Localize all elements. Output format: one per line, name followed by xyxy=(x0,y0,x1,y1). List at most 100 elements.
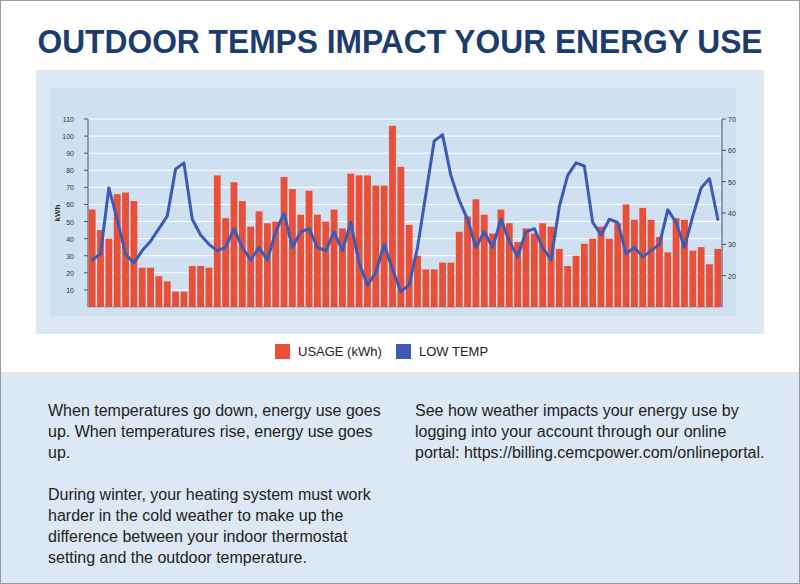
usage-bar xyxy=(239,201,246,307)
usage-bar xyxy=(256,211,263,307)
usage-bar xyxy=(606,239,613,307)
usage-bar xyxy=(206,268,213,307)
usage-bar xyxy=(422,269,429,307)
title: OUTDOOR TEMPS IMPACT YOUR ENERGY USE xyxy=(38,22,763,60)
marks xyxy=(89,126,721,307)
plot-area xyxy=(50,88,736,316)
y-tick xyxy=(84,119,88,120)
y-axis xyxy=(88,119,89,307)
y2-tick xyxy=(722,275,726,276)
usage-bar xyxy=(222,218,229,307)
y-tick xyxy=(84,289,88,290)
usage-bar xyxy=(139,268,146,307)
usage-bar xyxy=(623,204,630,307)
usage-bar xyxy=(130,201,137,307)
y-tick-label: 100 xyxy=(62,133,74,140)
y2-tick xyxy=(722,213,726,214)
y-tick xyxy=(84,170,88,171)
y2-tick-label: 70 xyxy=(728,116,736,123)
paragraph: See how weather impacts your energy use … xyxy=(415,400,765,463)
grid-line xyxy=(88,170,722,171)
usage-bar xyxy=(105,239,112,307)
grid-line xyxy=(88,153,722,154)
usage-bar xyxy=(648,220,655,307)
text-panel xyxy=(1,372,799,583)
y2-tick-label: 50 xyxy=(728,179,736,186)
y-tick xyxy=(84,204,88,205)
y-tick xyxy=(84,255,88,256)
usage-bar xyxy=(631,220,638,307)
usage-bar xyxy=(581,244,588,307)
usage-bar xyxy=(706,264,713,307)
paragraph: When temperatures go down, energy use go… xyxy=(48,400,393,463)
y-tick-label: 10 xyxy=(66,287,74,294)
y-axis-label: kWh xyxy=(53,204,62,221)
y2-tick-label: 40 xyxy=(728,210,736,217)
chart-panel xyxy=(36,70,764,334)
grid-line xyxy=(88,136,722,137)
grid-line xyxy=(88,187,722,188)
usage-bar xyxy=(231,182,238,307)
y-tick-label: 60 xyxy=(66,201,74,208)
legend-label: USAGE (kWh) xyxy=(298,344,382,359)
usage-bar xyxy=(297,215,304,307)
page-frame xyxy=(1,1,800,584)
y-tick-label: 90 xyxy=(66,150,74,157)
usage-bar xyxy=(322,222,329,307)
usage-bar xyxy=(539,223,546,307)
usage-bar xyxy=(564,266,571,307)
usage-bar xyxy=(406,225,413,307)
legend-swatch xyxy=(275,344,290,359)
usage-bar xyxy=(447,263,454,307)
usage-bar xyxy=(164,281,171,307)
legend-swatch xyxy=(396,344,411,359)
usage-bar xyxy=(456,232,463,307)
y2-tick-label: 60 xyxy=(728,147,736,154)
left-column: When temperatures go down, energy use go… xyxy=(48,400,393,584)
usage-bar xyxy=(197,266,204,307)
y2-tick-label: 20 xyxy=(728,273,736,280)
y2-tick xyxy=(722,181,726,182)
usage-bar xyxy=(247,227,254,307)
usage-bar xyxy=(664,252,671,307)
usage-bar xyxy=(431,269,438,307)
usage-bar xyxy=(598,227,605,307)
usage-bar xyxy=(155,276,162,307)
y-tick xyxy=(84,238,88,239)
usage-bar xyxy=(264,223,271,307)
y-tick xyxy=(84,187,88,188)
y-tick xyxy=(84,136,88,137)
grid-line xyxy=(88,119,722,120)
y-tick-label: 80 xyxy=(66,167,74,174)
y-tick xyxy=(84,153,88,154)
usage-bar xyxy=(364,175,371,307)
y-tick xyxy=(84,221,88,222)
usage-bar xyxy=(556,249,563,307)
y-tick-label: 40 xyxy=(66,236,74,243)
y2-tick xyxy=(722,244,726,245)
usage-bar xyxy=(331,210,338,307)
y-tick-label: 30 xyxy=(66,253,74,260)
usage-bar xyxy=(439,263,446,307)
usage-bar xyxy=(689,251,696,307)
y-tick-label: 50 xyxy=(66,219,74,226)
usage-bar xyxy=(481,215,488,307)
usage-bar xyxy=(573,256,580,307)
page: OUTDOOR TEMPS IMPACT YOUR ENERGY USE 10 20… xyxy=(0,0,800,584)
y-tick-label: 70 xyxy=(66,184,74,191)
usage-bar xyxy=(189,266,196,307)
y-tick-label: 20 xyxy=(66,270,74,277)
usage-bar xyxy=(714,249,721,307)
usage-bar xyxy=(356,175,363,307)
right-column: See how weather impacts your energy use … xyxy=(415,400,765,484)
y-tick-label: 110 xyxy=(63,116,74,123)
paragraph: During winter, your heating system must … xyxy=(48,484,393,568)
usage-bar xyxy=(172,292,179,307)
usage-bar xyxy=(372,186,379,307)
y2-axis xyxy=(722,119,723,307)
temp-line xyxy=(92,135,718,292)
usage-bar xyxy=(281,177,288,307)
usage-bar xyxy=(306,191,313,307)
usage-bar xyxy=(181,292,188,307)
y2-tick-label: 30 xyxy=(728,241,736,248)
